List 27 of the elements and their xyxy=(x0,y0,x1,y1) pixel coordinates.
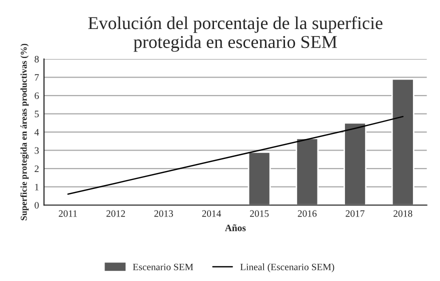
x-tick-label: 2011 xyxy=(58,210,77,217)
y-tick-label: 8 xyxy=(34,56,39,62)
x-tick-label: 2013 xyxy=(154,210,173,217)
x-tick-label: 2015 xyxy=(250,210,269,217)
y-tick-label: 3 xyxy=(34,147,39,154)
bar xyxy=(344,122,366,206)
x-axis-title: Años xyxy=(224,224,246,232)
x-tick-label: 2014 xyxy=(202,210,222,217)
bar xyxy=(391,78,414,206)
line-series xyxy=(67,116,404,195)
y-tick-label: 0 xyxy=(34,202,39,209)
y-axis-title: Superficie protegida en áreas productivas (%) xyxy=(20,44,29,220)
legend-label: Lineal (Escenario SEM) xyxy=(240,263,334,272)
bar xyxy=(248,151,271,206)
x-tick-label: 2017 xyxy=(346,210,364,217)
x-tick-label: 2016 xyxy=(298,210,317,217)
y-tick-label: 6 xyxy=(34,92,39,100)
y-tick-label: 7 xyxy=(34,74,39,81)
y-tick-label: 1 xyxy=(35,184,39,190)
x-tick-label: 2018 xyxy=(394,210,412,217)
y-tick-label: 4 xyxy=(34,129,39,136)
legend-label: Escenario SEM xyxy=(132,264,194,270)
bar xyxy=(296,138,319,206)
x-tick-label: 2012 xyxy=(106,210,125,217)
y-tick-label: 5 xyxy=(34,110,39,118)
chart-title: Evolución del porcentaje de la superficie protegida en escenario SEM xyxy=(88,16,382,52)
y-tick-label: 2 xyxy=(34,166,39,172)
